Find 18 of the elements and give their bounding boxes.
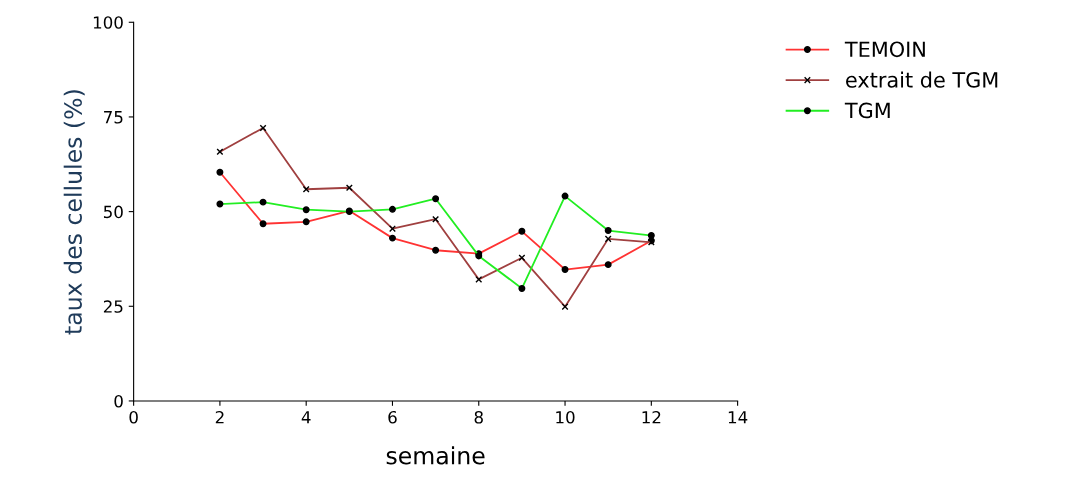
x-tick-label: 0 [129, 410, 138, 424]
y-tick-label: 50 [103, 205, 123, 219]
y-tick-label: 25 [103, 300, 123, 313]
x-tick-label: 2 [215, 410, 224, 424]
legend-label: extrait de TGM [846, 71, 998, 88]
x-axis-title: semaine [386, 446, 485, 465]
legend-label: TGM [844, 102, 890, 119]
x-tick-label: 6 [388, 410, 397, 424]
x-tick-label: 12 [642, 410, 661, 424]
y-tick-label: 0 [114, 394, 123, 408]
y-axis-title: taux des cellules (%) [63, 90, 85, 335]
legend-label: TEMOIN [844, 41, 925, 58]
x-tick-label: 8 [474, 410, 483, 424]
x-tick-label: 4 [301, 411, 311, 424]
x-tick-label: 10 [556, 410, 575, 424]
y-tick-label: 100 [93, 16, 123, 29]
x-tick-label: 14 [728, 411, 748, 424]
y-tick-label: 75 [104, 111, 123, 124]
